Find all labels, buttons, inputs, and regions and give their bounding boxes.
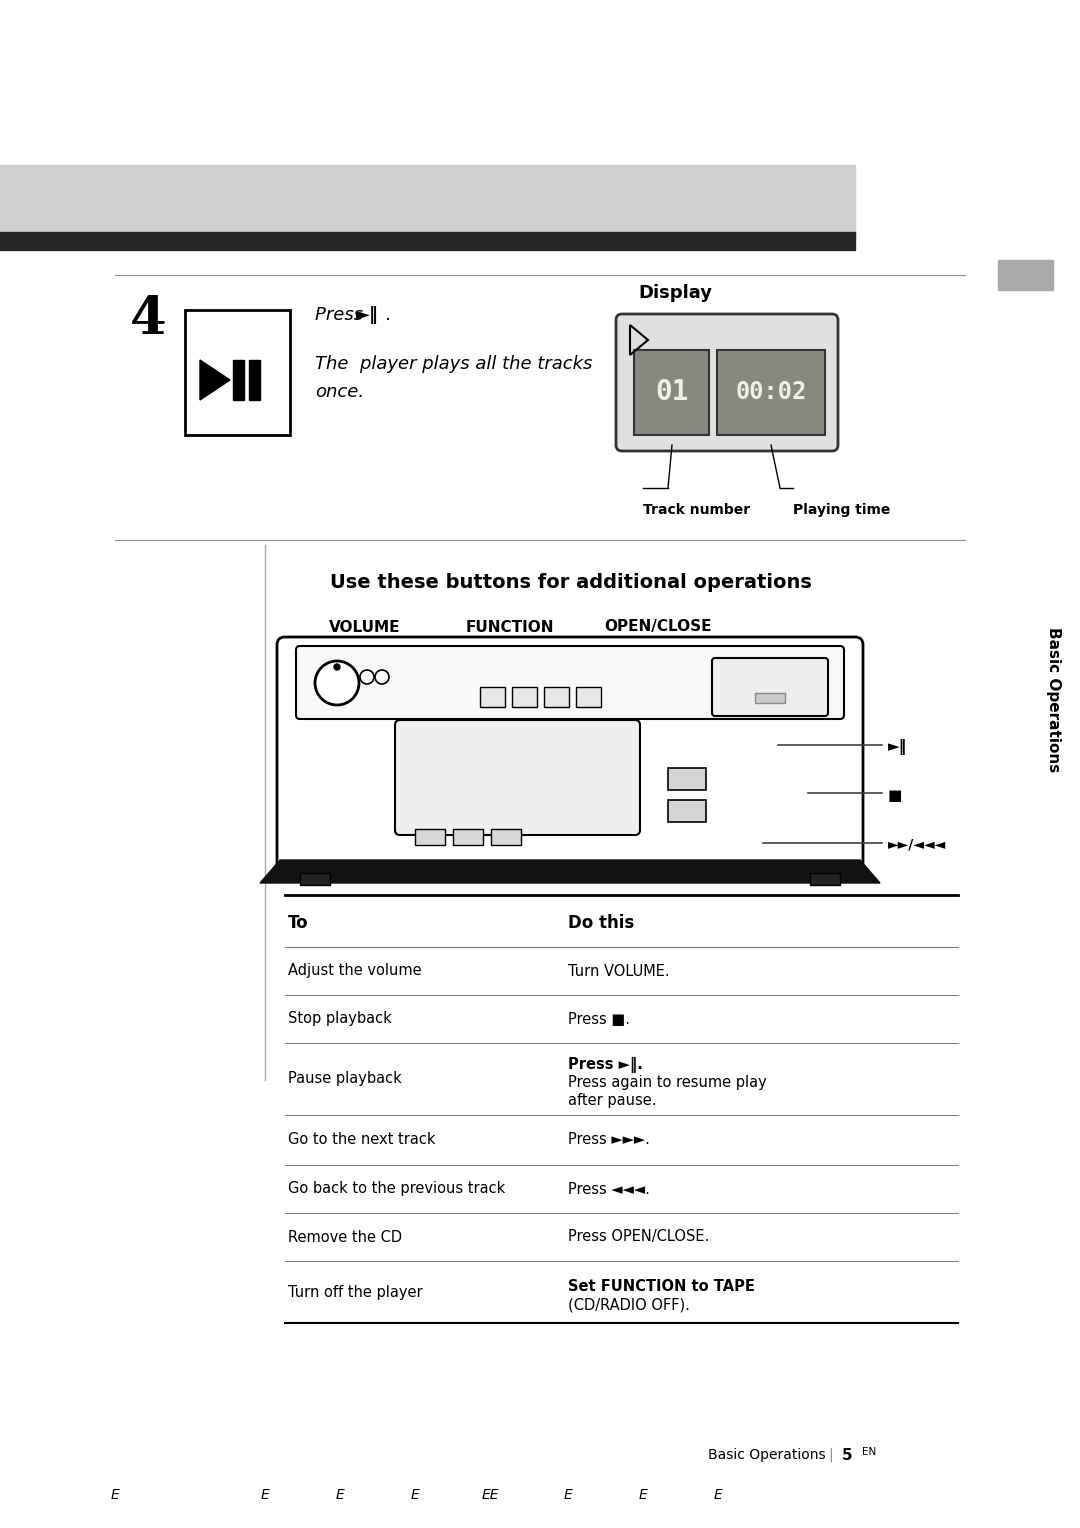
Bar [669, 769, 706, 790]
Text: Turn VOLUME.: Turn VOLUME. [568, 964, 670, 978]
Text: ►‖: ►‖ [356, 306, 379, 324]
Text: 5: 5 [842, 1447, 852, 1462]
Text: 00:02: 00:02 [735, 380, 807, 403]
Text: Set FUNCTION to TAPE: Set FUNCTION to TAPE [568, 1279, 755, 1294]
Text: E: E [260, 1488, 269, 1502]
Text: Press again to resume play: Press again to resume play [568, 1076, 767, 1089]
Bar [480, 688, 505, 707]
Text: E: E [410, 1488, 419, 1502]
Circle shape [360, 669, 374, 685]
FancyBboxPatch shape [712, 659, 828, 717]
FancyBboxPatch shape [395, 720, 640, 834]
Polygon shape [200, 361, 230, 400]
Text: Press ►‖.: Press ►‖. [568, 1057, 643, 1073]
Circle shape [334, 665, 340, 669]
FancyBboxPatch shape [185, 310, 291, 435]
Text: Remove the CD: Remove the CD [288, 1230, 402, 1244]
Text: Go to the next track: Go to the next track [288, 1132, 435, 1148]
Text: Pause playback: Pause playback [288, 1071, 402, 1086]
Bar [0, 165, 855, 240]
FancyBboxPatch shape [296, 646, 843, 720]
FancyBboxPatch shape [616, 313, 838, 451]
Text: E: E [714, 1488, 723, 1502]
Bar [0, 232, 855, 251]
Bar [717, 350, 825, 435]
Bar [300, 872, 330, 885]
Bar [576, 688, 600, 707]
Text: E: E [638, 1488, 647, 1502]
Text: .: . [380, 306, 391, 324]
Bar [755, 694, 785, 703]
Text: Track number: Track number [643, 503, 751, 516]
Text: Playing time: Playing time [793, 503, 890, 516]
Text: To: To [288, 914, 309, 932]
Text: Adjust the volume: Adjust the volume [288, 964, 421, 978]
FancyBboxPatch shape [276, 637, 863, 872]
Text: Basic Operations: Basic Operations [1045, 628, 1061, 773]
Text: ►‖: ►‖ [888, 740, 907, 755]
Bar [233, 361, 244, 400]
Bar [415, 830, 445, 845]
Bar [491, 830, 521, 845]
Text: 4: 4 [130, 295, 166, 345]
Bar [998, 260, 1053, 290]
Text: VOLUME: VOLUME [329, 619, 401, 634]
Text: E: E [110, 1488, 120, 1502]
Text: Press ►►►.: Press ►►►. [568, 1132, 650, 1148]
Text: E: E [564, 1488, 572, 1502]
Text: Go back to the previous track: Go back to the previous track [288, 1181, 505, 1196]
Text: Do this: Do this [568, 914, 634, 932]
Text: Turn off the player: Turn off the player [288, 1285, 422, 1299]
Text: |: | [828, 1447, 833, 1462]
Text: FUNCTION: FUNCTION [465, 619, 554, 634]
Text: EE: EE [482, 1488, 499, 1502]
Text: ►►/◄◄◄: ►►/◄◄◄ [888, 837, 946, 853]
Text: Use these buttons for additional operations: Use these buttons for additional operati… [330, 573, 812, 593]
Polygon shape [260, 860, 880, 883]
Text: Press: Press [315, 306, 369, 324]
Text: (CD/RADIO OFF).: (CD/RADIO OFF). [568, 1297, 690, 1313]
Bar [453, 830, 483, 845]
Text: 01: 01 [656, 377, 689, 406]
Text: Basic Operations: Basic Operations [708, 1449, 826, 1462]
Text: EN: EN [862, 1447, 876, 1458]
Bar [634, 350, 708, 435]
Bar [669, 801, 706, 822]
Circle shape [315, 662, 359, 704]
Text: Press OPEN/CLOSE.: Press OPEN/CLOSE. [568, 1230, 710, 1244]
Text: ■: ■ [888, 787, 903, 802]
Bar [544, 688, 569, 707]
Text: OPEN/CLOSE: OPEN/CLOSE [604, 619, 712, 634]
Text: Display: Display [638, 284, 712, 303]
Text: E: E [336, 1488, 345, 1502]
Text: Stop playback: Stop playback [288, 1012, 392, 1027]
Bar [249, 361, 260, 400]
Text: after pause.: after pause. [568, 1093, 657, 1108]
Circle shape [375, 669, 389, 685]
Bar [512, 688, 537, 707]
Text: Press ■.: Press ■. [568, 1012, 630, 1027]
Bar [810, 872, 840, 885]
Text: The  player plays all the tracks
once.: The player plays all the tracks once. [315, 354, 592, 400]
Text: Press ◄◄◄.: Press ◄◄◄. [568, 1181, 650, 1196]
